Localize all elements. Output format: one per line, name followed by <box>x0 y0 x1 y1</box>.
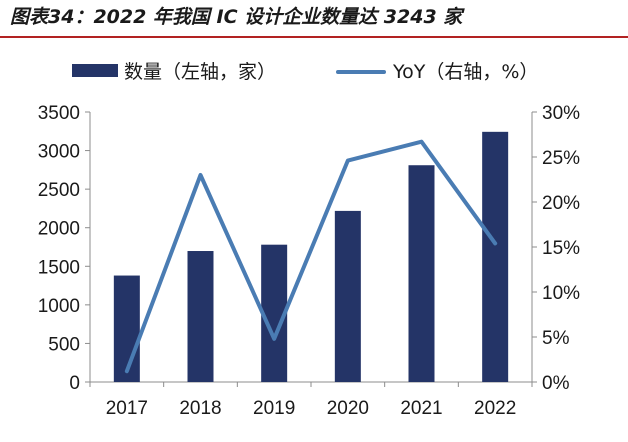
left-tick-label: 2500 <box>38 180 80 201</box>
right-tick-label: 0% <box>542 373 570 394</box>
x-tick-label: 2020 <box>327 398 369 419</box>
yoy-line <box>124 139 498 374</box>
x-tick-label: 2021 <box>400 398 442 419</box>
left-tick-label: 0 <box>69 373 80 394</box>
right-tick-label: 20% <box>542 193 580 214</box>
right-tick-label: 25% <box>542 148 580 169</box>
bar <box>334 210 361 382</box>
bar <box>113 275 140 382</box>
x-tick-label: 2019 <box>253 398 295 419</box>
left-tick-label: 1500 <box>38 257 80 278</box>
right-tick-label: 5% <box>542 328 570 349</box>
bar-series <box>113 131 509 382</box>
left-axis-ticks: 0 500 1000 1500 2000 2500 3000 3500 <box>38 103 90 394</box>
bar <box>187 251 214 382</box>
yoy-point <box>494 242 496 244</box>
legend-bar-swatch <box>72 64 118 77</box>
yoy-point <box>273 338 275 340</box>
x-tick-label: 2022 <box>474 398 516 419</box>
right-axis-ticks: 0% 5% 10% 15% 20% 25% 30% <box>532 103 580 394</box>
left-tick-label: 2000 <box>38 219 80 240</box>
left-tick-label: 3500 <box>38 103 80 124</box>
yoy-point <box>421 141 422 143</box>
yoy-point <box>200 174 201 176</box>
x-axis-labels: 2017 2018 2019 2020 2021 2022 <box>89 382 533 419</box>
chart-title: 图表34：2022 年我国 IC 设计企业数量达 3243 家 <box>10 6 463 28</box>
line-series <box>124 139 498 374</box>
left-tick-label: 1000 <box>38 296 80 317</box>
left-tick-label: 500 <box>48 334 80 355</box>
left-tick-label: 3000 <box>38 142 80 163</box>
legend-bar-label: 数量（左轴，家） <box>124 61 276 83</box>
title-rule <box>0 36 628 38</box>
bar <box>408 165 435 382</box>
right-tick-label: 15% <box>542 238 580 259</box>
legend-line-label: YoY（右轴，%） <box>392 61 538 83</box>
right-tick-label: 30% <box>542 103 580 124</box>
yoy-point <box>347 160 349 162</box>
bar <box>482 131 509 382</box>
right-tick-label: 10% <box>542 283 580 304</box>
x-tick-label: 2017 <box>106 398 148 419</box>
legend: 数量（左轴，家） YoY（右轴，%） <box>72 61 538 83</box>
yoy-point <box>126 370 128 372</box>
x-tick-label: 2018 <box>179 398 221 419</box>
